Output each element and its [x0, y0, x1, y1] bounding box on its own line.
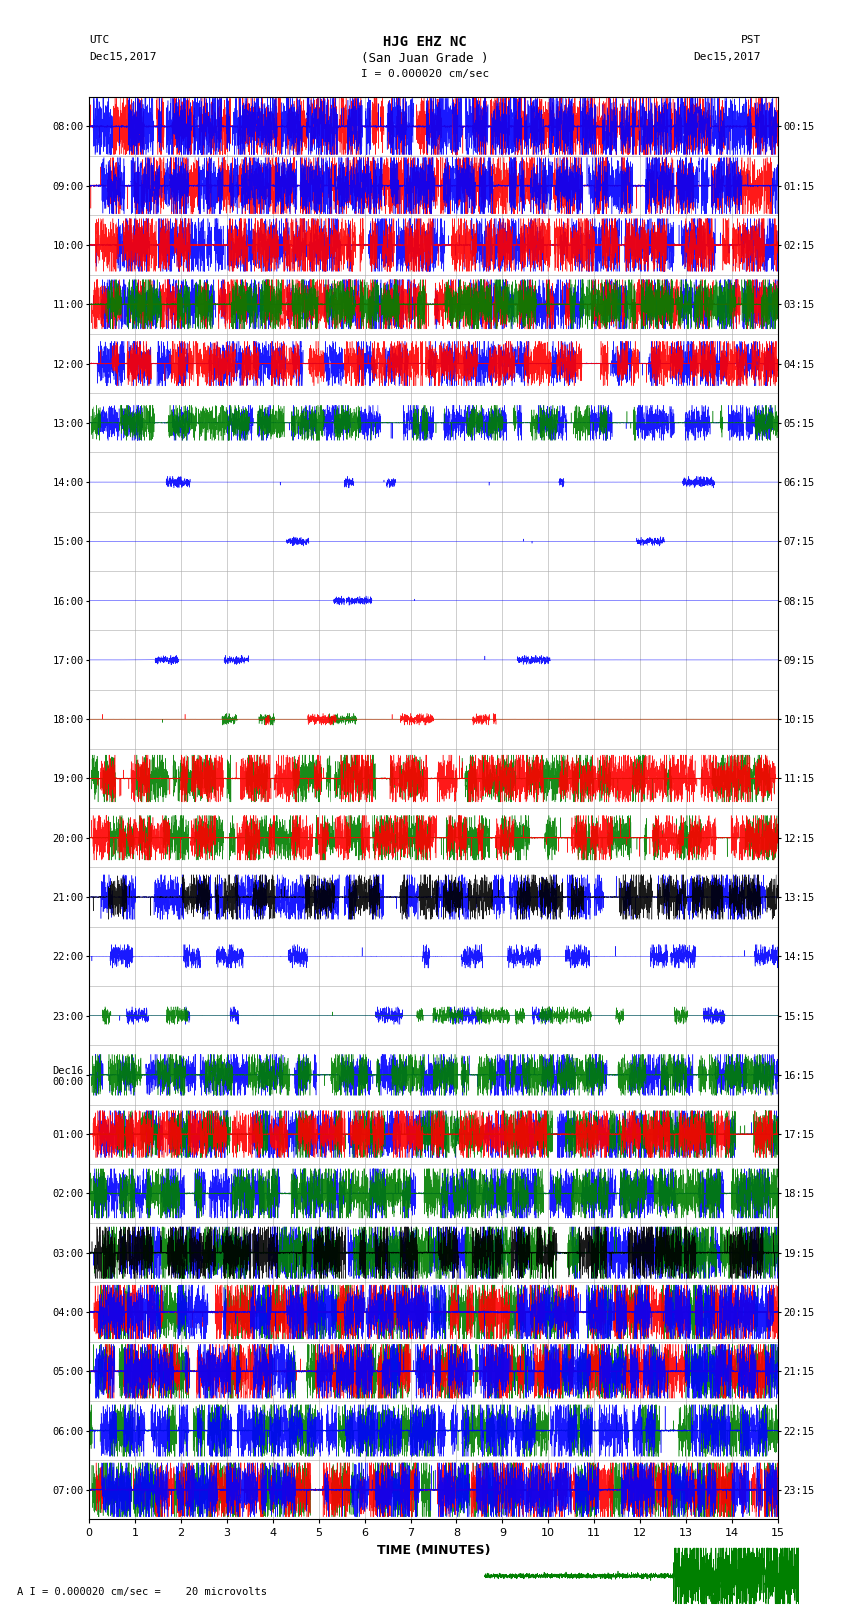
Text: HJG EHZ NC: HJG EHZ NC — [383, 35, 467, 50]
Text: Dec15,2017: Dec15,2017 — [89, 52, 156, 61]
Text: A I = 0.000020 cm/sec =    20 microvolts: A I = 0.000020 cm/sec = 20 microvolts — [17, 1587, 267, 1597]
Text: UTC: UTC — [89, 35, 110, 45]
Text: I = 0.000020 cm/sec: I = 0.000020 cm/sec — [361, 69, 489, 79]
Text: Dec15,2017: Dec15,2017 — [694, 52, 761, 61]
Text: PST: PST — [740, 35, 761, 45]
X-axis label: TIME (MINUTES): TIME (MINUTES) — [377, 1544, 490, 1557]
Text: (San Juan Grade ): (San Juan Grade ) — [361, 52, 489, 65]
